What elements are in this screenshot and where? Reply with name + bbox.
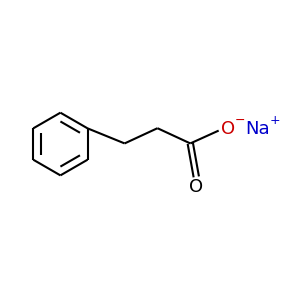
Text: +: + [269, 114, 280, 127]
Text: Na: Na [245, 120, 270, 138]
Text: O: O [189, 178, 203, 196]
Text: O: O [221, 120, 235, 138]
Text: −: − [235, 114, 245, 127]
